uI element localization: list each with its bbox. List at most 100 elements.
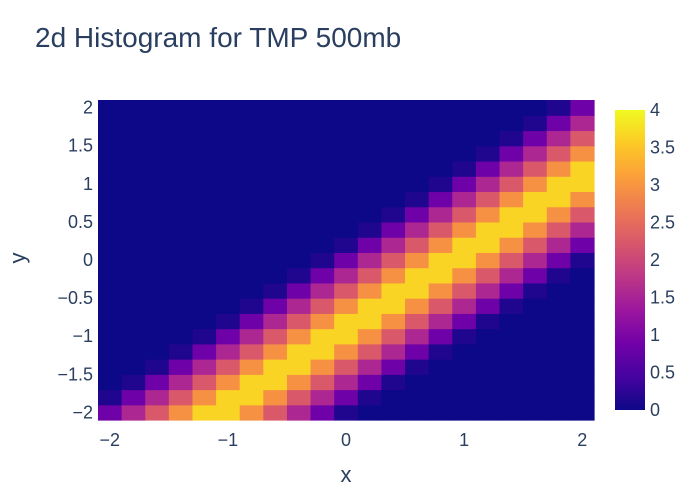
heatmap-cell xyxy=(570,389,595,406)
heatmap-cell xyxy=(310,343,335,360)
heatmap-cell xyxy=(523,115,548,132)
heatmap-cell xyxy=(405,359,430,375)
heatmap-cell xyxy=(145,221,170,238)
heatmap-cell xyxy=(523,130,548,147)
heatmap-cell xyxy=(546,130,571,147)
heatmap-cell xyxy=(452,389,477,406)
heatmap-cell xyxy=(263,267,288,284)
heatmap-cell xyxy=(523,252,548,269)
heatmap-cell xyxy=(499,389,524,406)
heatmap-cell xyxy=(216,145,241,162)
heatmap-cell xyxy=(499,359,524,375)
heatmap-cell xyxy=(428,298,453,314)
heatmap-cell xyxy=(381,313,406,330)
heatmap-cell xyxy=(263,206,288,223)
heatmap-cell xyxy=(334,191,359,208)
heatmap-cell xyxy=(405,237,430,253)
heatmap-cell xyxy=(428,176,453,193)
heatmap-cell xyxy=(98,115,123,132)
heatmap-cell xyxy=(405,191,430,208)
heatmap-cell xyxy=(216,404,241,421)
heatmap-cell xyxy=(357,130,383,147)
heatmap-cell xyxy=(98,221,123,238)
heatmap-cell xyxy=(570,313,595,330)
heatmap-cell xyxy=(145,160,170,177)
heatmap-cell xyxy=(428,115,453,132)
heatmap-cell xyxy=(216,176,241,193)
heatmap-cell xyxy=(334,282,359,299)
heatmap-cell xyxy=(310,282,335,299)
heatmap-cell xyxy=(168,221,194,238)
heatmap-cell xyxy=(121,130,146,147)
heatmap-cell xyxy=(357,160,383,177)
heatmap-cell xyxy=(263,282,288,299)
heatmap-cell xyxy=(570,160,595,177)
heatmap-cell xyxy=(168,343,194,360)
x-tick-label: −1 xyxy=(218,430,239,450)
heatmap-cell xyxy=(523,191,548,208)
heatmap-cell xyxy=(405,221,430,238)
heatmap-cell xyxy=(475,404,501,421)
heatmap-cell xyxy=(405,282,430,299)
colorbar-tick-label: 3.5 xyxy=(650,138,675,158)
heatmap-cell xyxy=(98,160,123,177)
heatmap-cell xyxy=(168,160,194,177)
heatmap-cell xyxy=(216,206,241,223)
heatmap-cell xyxy=(216,191,241,208)
heatmap-cell xyxy=(239,130,264,147)
heatmap-cell xyxy=(452,145,477,162)
heatmap-cell xyxy=(286,328,312,345)
heatmap-cell xyxy=(216,115,241,132)
heatmap-cell xyxy=(546,343,571,360)
heatmap-cell xyxy=(546,328,571,345)
heatmap-cell xyxy=(357,176,383,193)
heatmap-cell xyxy=(452,343,477,360)
heatmap-cell xyxy=(334,374,359,391)
heatmap-cell xyxy=(546,115,571,132)
heatmap-cell xyxy=(145,206,170,223)
heatmap-cell xyxy=(475,267,501,284)
heatmap-cell xyxy=(121,115,146,132)
heatmap-cell xyxy=(145,282,170,299)
heatmap-cell xyxy=(475,252,501,269)
heatmap-cell xyxy=(121,206,146,223)
heatmap-cell xyxy=(168,359,194,375)
heatmap-cell xyxy=(499,328,524,345)
x-tick-label: 1 xyxy=(459,430,469,450)
heatmap-cell xyxy=(334,237,359,253)
heatmap-cell xyxy=(428,100,453,116)
heatmap-cell xyxy=(145,145,170,162)
heatmap-cell xyxy=(546,176,571,193)
heatmap-cell xyxy=(357,115,383,132)
heatmap-cell xyxy=(286,298,312,314)
heatmap-cell xyxy=(428,267,453,284)
heatmap-cell xyxy=(239,404,264,421)
heatmap-cell xyxy=(499,160,524,177)
heatmap-cell xyxy=(263,221,288,238)
heatmap-cell xyxy=(121,160,146,177)
heatmap-cell xyxy=(357,374,383,391)
heatmap-cell xyxy=(475,115,501,132)
heatmap-cell xyxy=(405,374,430,391)
heatmap-cell xyxy=(239,206,264,223)
heatmap-cell xyxy=(310,100,335,116)
heatmap-cell xyxy=(263,343,288,360)
heatmap-cell xyxy=(310,176,335,193)
heatmap-cell xyxy=(546,389,571,406)
heatmap-cell xyxy=(570,237,595,253)
heatmap-cell xyxy=(452,298,477,314)
heatmap-cell xyxy=(570,298,595,314)
heatmap-cell xyxy=(192,404,217,421)
heatmap-cell xyxy=(121,267,146,284)
heatmap-cell xyxy=(216,328,241,345)
heatmap-cell xyxy=(499,313,524,330)
heatmap-cell xyxy=(405,176,430,193)
heatmap-cell xyxy=(357,359,383,375)
heatmap-cell xyxy=(192,389,217,406)
heatmap-cell xyxy=(286,343,312,360)
heatmap-cell xyxy=(428,145,453,162)
heatmap-cell xyxy=(286,374,312,391)
heatmap-cell xyxy=(428,328,453,345)
heatmap-cell xyxy=(475,328,501,345)
heatmap-cell xyxy=(263,237,288,253)
